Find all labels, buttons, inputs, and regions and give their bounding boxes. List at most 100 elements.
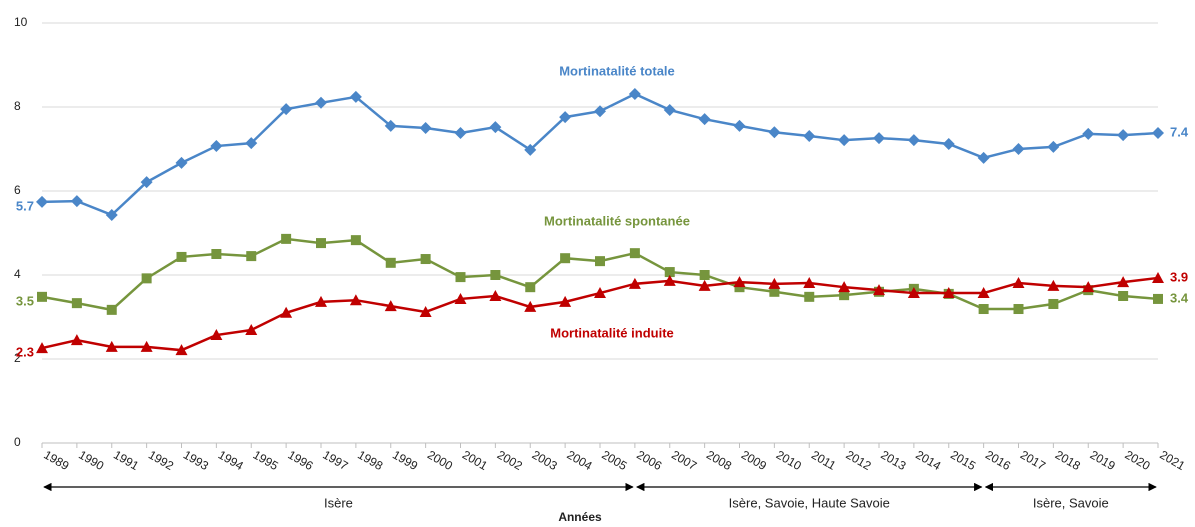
- point: [1013, 304, 1024, 315]
- point: [384, 119, 397, 132]
- point: [350, 235, 361, 246]
- point: [70, 195, 83, 208]
- y-tick-label: 6: [14, 183, 21, 197]
- x-tick-label: 2011: [809, 448, 839, 473]
- x-tick-label: 2009: [739, 448, 769, 474]
- point: [803, 276, 816, 288]
- period-label: Isère: [324, 495, 353, 510]
- point: [175, 156, 188, 169]
- point: [560, 253, 571, 264]
- point: [1082, 281, 1095, 293]
- point: [559, 295, 572, 307]
- point: [873, 132, 885, 145]
- point: [525, 282, 536, 293]
- x-tick-label: 2001: [460, 448, 490, 474]
- x-tick-label: 2016: [983, 448, 1013, 474]
- point: [804, 291, 815, 302]
- series-label: Mortinatalité totale: [559, 63, 675, 78]
- point: [977, 287, 990, 299]
- point: [907, 134, 920, 147]
- x-tick-label: 2004: [564, 448, 594, 474]
- point: [246, 251, 257, 262]
- point: [140, 176, 153, 189]
- point: [628, 277, 641, 289]
- point: [489, 290, 502, 301]
- x-tick-label: 1991: [111, 448, 141, 474]
- x-tick-label: 1997: [320, 448, 350, 474]
- point: [489, 121, 502, 134]
- value-label: 3.9: [1170, 269, 1188, 284]
- point: [37, 291, 47, 302]
- point: [1152, 271, 1164, 283]
- x-tick-label: 2013: [878, 448, 908, 474]
- series-label: Mortinatalité spontanée: [544, 213, 690, 228]
- point: [628, 87, 641, 100]
- x-tick-label: 2018: [1053, 448, 1083, 474]
- point: [1117, 276, 1130, 288]
- x-tick-label: 2017: [1018, 448, 1048, 474]
- point: [734, 282, 745, 293]
- point: [316, 238, 326, 249]
- point: [524, 300, 537, 312]
- value-label: 3.4: [1170, 290, 1189, 305]
- x-tick-label: 1989: [41, 448, 71, 474]
- point: [768, 126, 781, 139]
- point: [839, 290, 850, 301]
- point: [595, 256, 605, 267]
- x-tick-label: 2015: [948, 448, 978, 474]
- point: [70, 334, 83, 346]
- point: [419, 122, 432, 134]
- point: [36, 195, 48, 208]
- point: [594, 105, 606, 118]
- point: [140, 340, 153, 352]
- point: [141, 273, 152, 284]
- point: [105, 340, 118, 352]
- value-label: 2.3: [16, 345, 34, 360]
- point: [768, 277, 781, 289]
- point: [175, 344, 188, 356]
- point: [210, 140, 223, 153]
- x-tick-label: 2005: [599, 448, 629, 474]
- point: [769, 286, 780, 297]
- series-line: [41, 237, 1159, 312]
- point: [733, 119, 746, 132]
- point: [349, 90, 362, 103]
- point: [454, 292, 467, 304]
- x-tick-label: 2021: [1157, 448, 1187, 474]
- point: [1012, 276, 1025, 288]
- point: [1152, 127, 1164, 140]
- period-label: Isère, Savoie, Haute Savoie: [729, 495, 890, 510]
- y-tick-label: 10: [14, 15, 28, 29]
- point: [873, 284, 885, 296]
- series-label: Mortinatalité induite: [550, 325, 674, 340]
- point: [385, 257, 396, 268]
- point: [280, 103, 293, 116]
- period-label: Isère, Savoie: [1033, 495, 1109, 510]
- x-tick-label: 1996: [285, 448, 315, 474]
- point: [280, 306, 293, 318]
- point: [454, 127, 467, 140]
- point: [349, 294, 362, 306]
- point: [455, 272, 466, 283]
- value-label: 7.4: [1170, 124, 1189, 139]
- y-tick-label: 0: [14, 435, 21, 449]
- point: [1153, 293, 1163, 304]
- point: [699, 270, 710, 280]
- point: [245, 324, 258, 336]
- point: [419, 305, 432, 317]
- point: [838, 134, 851, 147]
- y-tick-label: 2: [14, 351, 21, 365]
- point: [977, 151, 990, 164]
- x-tick-label: 2012: [843, 448, 873, 474]
- x-tick-label: 2019: [1088, 448, 1118, 474]
- point: [838, 281, 851, 293]
- point: [663, 103, 676, 116]
- x-tick-label: 1999: [390, 448, 420, 474]
- point: [36, 342, 48, 354]
- point: [698, 113, 711, 126]
- point: [803, 129, 816, 142]
- x-tick-label: 1990: [76, 448, 106, 474]
- x-tick-label: 2007: [669, 448, 699, 474]
- point: [210, 329, 223, 341]
- point: [71, 298, 82, 309]
